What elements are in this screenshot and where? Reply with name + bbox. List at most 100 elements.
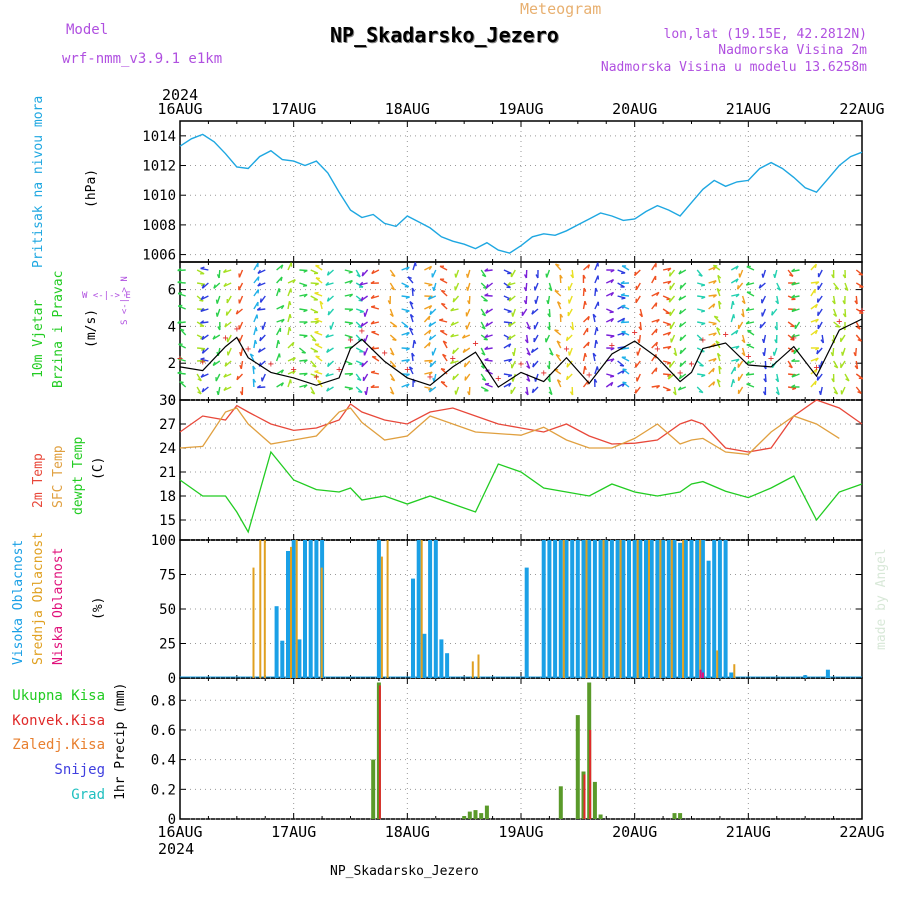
wind-barb-head: [668, 272, 671, 277]
wind-barb-head: [858, 377, 863, 380]
gust-marker: +: [609, 340, 615, 351]
wind-barb-head: [557, 379, 562, 383]
wind-barb-head: [409, 366, 414, 370]
wind-barb-head: [700, 284, 706, 287]
wind-barb-head: [557, 301, 562, 305]
cloud-bar-high: [598, 540, 603, 678]
wind-barb-head: [389, 313, 394, 318]
wind-barb-head: [831, 274, 835, 279]
wind-barb-head: [679, 336, 682, 341]
panel-3-ytick-label: 15: [159, 513, 176, 529]
wind-barb-head: [390, 287, 395, 291]
wind-barb-head: [831, 300, 836, 305]
wind-barb-head: [717, 274, 722, 279]
wind-barb-head: [409, 301, 414, 305]
wind-barb-head: [713, 264, 718, 267]
wind-barb-head: [669, 363, 671, 368]
wind-barb-head: [485, 382, 490, 385]
bottom-tick-label: 18AUG: [385, 823, 430, 841]
wind-barb-head: [732, 379, 735, 384]
wind-barb-head: [667, 346, 672, 350]
wind-barb-head: [775, 391, 780, 396]
gust-marker: +: [495, 374, 501, 385]
wind-barb-head: [568, 299, 570, 304]
wind-barb-head: [619, 364, 624, 367]
cloud-bar-high: [524, 567, 529, 678]
wind-barb-head: [327, 311, 330, 316]
wind-barb-head: [526, 326, 531, 330]
wind-barb-head: [853, 352, 857, 357]
cloud-bar-high: [291, 540, 296, 678]
precip-total-bar: [592, 781, 597, 819]
cloud-bar-mid: [477, 654, 480, 678]
wind-barb-head: [405, 332, 410, 336]
wind-barb-head: [371, 269, 375, 274]
wind-barb-head: [249, 353, 254, 357]
wind-barb-head: [842, 300, 846, 305]
cloud-bar-high: [581, 540, 586, 678]
wind-barb-head: [535, 274, 539, 279]
wind-barb-head: [405, 347, 410, 351]
cloud-bar-high: [547, 540, 552, 678]
wind-barb-head: [701, 296, 706, 300]
wind-barb-head: [280, 369, 285, 374]
gust-marker: +: [518, 359, 524, 370]
wind-barb-head: [452, 375, 455, 380]
cloud-bar-high: [564, 540, 569, 678]
wind-barb-head: [718, 300, 722, 305]
wind-barb-head: [772, 351, 775, 356]
wind-barb-head: [441, 302, 446, 306]
wind-barb-head: [596, 366, 599, 371]
wind-barb-head: [391, 274, 396, 278]
wind-barb-head: [610, 382, 614, 387]
bottom-tick-label: 22AUG: [839, 823, 884, 841]
wind-barb-head: [180, 328, 185, 332]
wind-barb-head: [428, 322, 432, 327]
wind-barb-head: [761, 273, 764, 278]
p4-t2: Srednja Oblacnost: [31, 532, 46, 665]
wind-barb-head: [413, 339, 417, 345]
wind-barb-head: [712, 322, 717, 326]
bottom-year: 2024: [158, 840, 194, 858]
wind-barb-head: [735, 329, 739, 335]
wind-barb-head: [292, 370, 296, 375]
wind-barb-head: [484, 346, 489, 350]
wind-barb-head: [291, 342, 295, 347]
wind-barb-head: [666, 323, 671, 326]
wind-barb-head: [197, 378, 202, 382]
gust-marker: +: [677, 368, 683, 379]
cloud-bar-mid: [295, 540, 298, 678]
cloud-bar-high: [439, 639, 444, 678]
wind-barb-head: [223, 282, 227, 287]
wind-barb-head: [835, 325, 841, 328]
wind-barb-head: [634, 389, 637, 394]
cloud-bar-mid: [290, 546, 292, 678]
wind-barb-head: [524, 339, 529, 344]
wind-barb-head: [565, 336, 569, 341]
wind-barb-head: [212, 361, 216, 366]
wind-barb-head: [715, 340, 720, 344]
model-label: Model: [66, 22, 108, 38]
wind-barb-head: [288, 300, 292, 306]
wind-barb-head: [775, 300, 779, 305]
precip-total-bar: [672, 813, 677, 819]
wind-barb-head: [292, 357, 296, 362]
wind-barb-head: [508, 382, 512, 387]
wind-barb-head: [407, 276, 412, 279]
p5-legend-conv: Konvek.Kisa: [12, 713, 105, 729]
wind-barb-head: [329, 325, 332, 330]
wind-barb-head: [303, 321, 308, 325]
cloud-bar-high: [700, 540, 705, 678]
wind-barb-head: [566, 363, 569, 368]
wind-barb-head: [359, 281, 364, 286]
panel-1-ytick-label: 1012: [142, 159, 176, 175]
wind-barb-head: [815, 357, 819, 362]
wind-barb-head: [831, 378, 835, 383]
wind-barb-head: [531, 310, 535, 315]
wind-barb-head: [773, 273, 776, 278]
wind-barb-head: [638, 326, 642, 331]
gust-marker: +: [586, 370, 592, 381]
wind-barb-head: [639, 313, 643, 318]
wind-barb-head: [740, 313, 745, 318]
